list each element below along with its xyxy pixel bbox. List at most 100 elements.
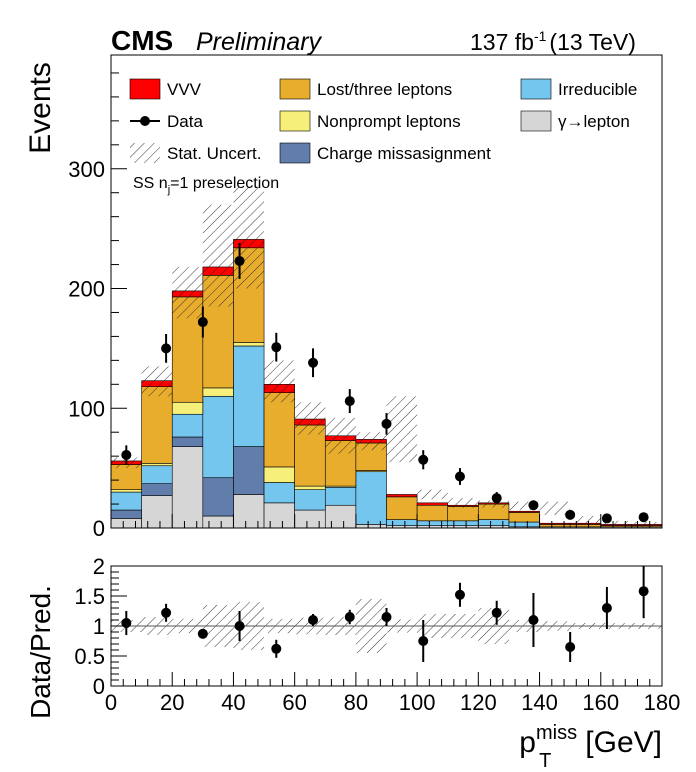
bar-VVV-10 [416,502,449,506]
bar-lost-0 [110,464,142,490]
bar-irreducible-7 [324,486,357,506]
stat-uncert-bin-14 [539,501,571,515]
stat-uncert-bin-10 [417,489,448,500]
bar-charge-0 [110,509,142,519]
bar-nonprompt-5 [263,466,295,483]
data-point-1 [161,343,172,354]
ratio-point-8 [418,636,429,646]
legend-label-VVV: VVV [167,80,202,99]
stat-uncert-bin-1 [141,366,173,397]
x-tick-label: 80 [344,690,368,715]
legend: VVV Lost/three leptons Irreducible Data Nonp… [129,78,637,164]
bar-irreducible-3 [202,395,234,479]
legend-label-lost: Lost/three leptons [317,80,452,99]
bar-lost-15 [569,524,602,528]
bar-nonprompt-2 [171,401,204,415]
bar-gamma-4 [233,494,265,529]
legend-swatch-nonprompt [279,110,311,132]
stat-uncert-bin-13 [508,501,540,511]
bar-lost-1 [141,386,173,464]
bar-irreducible-5 [263,482,295,504]
y-tick-label: 0 [93,516,105,541]
legend-swatch-gamma [520,110,552,132]
bar-gamma-6 [294,509,326,529]
stat-uncert-bin-17 [631,522,662,527]
bar-irreducible-12 [478,519,510,526]
y-tick-label: 300 [68,157,105,182]
stat-uncert-bin-3 [202,204,234,307]
legend-label-charge: Charge missasignment [317,144,491,163]
bar-gamma-0 [110,518,142,529]
bar-lost-9 [386,496,418,520]
data-point-6 [344,396,355,407]
bar-gamma-5 [263,502,295,529]
y-axis-label-main: Events [24,62,57,154]
ratio-point-12 [565,642,576,652]
bar-irreducible-13 [508,521,540,528]
ratio-plot-panel: 00.511.520 20 40 60 80 100 120 140 160 180 Data/P… [25,554,680,772]
stat-uncert-bin-2 [172,266,203,319]
bar-gamma-3 [202,515,234,529]
region-label: SS nj=1 preselection [133,175,279,196]
bar-lost-13 [508,512,540,523]
bar-lost-11 [447,506,479,522]
data-point-10 [491,493,502,504]
ratio-point-1 [161,607,172,618]
x-tick-label: 0 [105,690,117,715]
bar-irreducible-6 [294,489,326,511]
data-point-12 [565,509,576,520]
stat-uncert-bin-9 [386,396,418,463]
bar-gamma-2 [171,446,204,529]
ratio-y-tick-label: 2 [93,554,105,579]
bar-irreducible-1 [141,465,173,484]
bar-nonprompt-3 [202,387,234,397]
ratio-point-14 [638,586,649,597]
stat-uncert-bin-4 [233,186,265,289]
bar-irreducible-2 [171,413,204,438]
legend-label-nonprompt: Nonprompt leptons [317,112,461,131]
bar-irreducible-11 [447,520,479,526]
bar-irreducible-4 [233,345,265,447]
y-tick-label: 200 [68,277,105,302]
data-point-3 [234,255,245,266]
stat-uncert-bin-12 [478,500,509,508]
legend-swatch-lost [279,78,311,100]
legend-label-gamma: γ→lepton [558,112,630,131]
x-tick-label: 100 [399,690,436,715]
x-axis-label: pmiss T[GeV] [519,722,662,772]
stat-uncert-bin-11 [447,498,479,508]
legend-label-data: Data [167,112,203,131]
bar-lost-10 [416,504,449,522]
stat-uncert-bin-7 [325,417,356,454]
y-tick-label: 100 [68,396,105,421]
bar-lost-5 [263,392,295,468]
stat-uncert-bin-16 [600,520,632,526]
main-frame [110,54,663,529]
ratio-y-tick-label: 1 [93,614,105,639]
stat-uncert-band [111,186,662,527]
bar-irreducible-0 [110,491,142,511]
ratio-y-tick-label: 1.5 [74,584,105,609]
bar-VVV-15 [569,522,602,525]
x-tick-label: 40 [221,690,245,715]
x-tick-label: 20 [160,690,184,715]
legend-data-marker [140,116,150,126]
legend-swatch-charge [279,142,311,164]
data-point-14 [638,512,649,523]
stat-uncert-bin-8 [355,432,387,451]
bar-gamma-1 [141,495,173,529]
ratio-point-7 [381,612,392,622]
x-tick-label: 120 [460,690,497,715]
ratio-point-11 [528,615,539,625]
ratio-point-9 [454,589,465,600]
bar-nonprompt-0 [110,489,142,493]
ratio-point-10 [491,607,502,618]
bar-gamma-8 [355,524,387,529]
ratio-point-3 [234,621,245,631]
data-point-5 [308,357,319,368]
data-point-9 [454,471,465,482]
bar-VVV-13 [508,510,540,513]
x-tick-label: 160 [582,690,619,715]
legend-swatch-VVV [129,78,161,100]
bar-charge-2 [171,436,204,447]
